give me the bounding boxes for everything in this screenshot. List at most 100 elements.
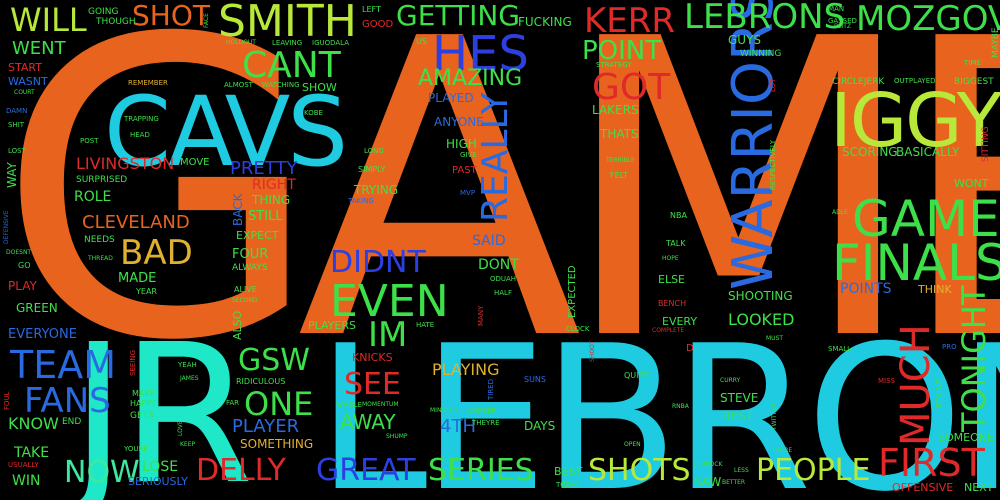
- word-delly: DELLY: [196, 453, 286, 488]
- word-lost: LOST: [8, 147, 26, 155]
- word-career: CAREER: [468, 407, 497, 415]
- word-expect: EXPECT: [236, 229, 279, 242]
- word-got: GOT: [592, 67, 671, 108]
- word-players: PLAYERS: [308, 319, 356, 332]
- word-thats: THATS: [600, 127, 639, 141]
- word-holdout: HOLDOUT: [226, 39, 256, 46]
- word-point: POINT: [582, 36, 662, 66]
- word-one: ONE: [244, 385, 314, 423]
- word-make: MAKE: [132, 389, 155, 398]
- word-hope: HOPE: [662, 255, 679, 262]
- word-maybe: MAYBE: [991, 27, 1000, 58]
- word-lot: LOT: [769, 78, 777, 92]
- word-saw: SAW: [694, 475, 722, 489]
- word-hate: HATE: [416, 321, 435, 329]
- word-james: JAMES: [180, 375, 199, 382]
- word-pretty: PRETTY: [230, 158, 298, 179]
- word-much: MUCH: [893, 324, 939, 446]
- word-tonight: TONIGHT: [955, 285, 993, 432]
- word-year: YEAR: [136, 287, 157, 296]
- word-suns: SUNS: [524, 375, 546, 384]
- word-shooting: SHOOTING: [728, 289, 793, 303]
- word-4th: 4TH: [440, 416, 476, 437]
- word-momentum: MOMENTUM: [362, 401, 399, 408]
- word-points: POINTS: [840, 281, 892, 297]
- word-every: EVERY: [662, 315, 698, 328]
- word-defensive: DEFENSIVE: [3, 210, 10, 244]
- word-gassed: GASSED: [828, 17, 857, 25]
- word-mozgov: MOZGOV: [856, 0, 1000, 39]
- word-see: SEE: [344, 367, 401, 402]
- word-small: SMALL: [828, 345, 852, 353]
- word-bad: BAD: [120, 233, 193, 273]
- word-player: PLAYER: [232, 416, 300, 437]
- word-going: GOING: [88, 7, 119, 17]
- word-shit: SHIT: [8, 121, 25, 129]
- word-respectively: RESPECTIVELY: [769, 139, 777, 190]
- word-still: STILL: [248, 209, 283, 224]
- word-taking: TAKING: [348, 197, 374, 205]
- word-show: SHOW: [302, 81, 337, 94]
- word-gets: GETS: [130, 411, 154, 421]
- word-days: DAYS: [524, 419, 556, 433]
- word-something: SOMETHING: [240, 437, 314, 451]
- word-people: PEOPLE: [756, 453, 871, 488]
- word-sitting: SITTING: [981, 126, 991, 162]
- word-really: REALLY: [475, 92, 516, 222]
- word-livingston: LIVINGSTON: [76, 154, 175, 173]
- word-watching: WATCHING: [262, 81, 300, 89]
- word-leaving: LEAVING: [272, 39, 303, 47]
- word-miss: MISS: [878, 377, 895, 385]
- word-good: GOOD: [362, 19, 394, 30]
- word-wasnt: WASNT: [8, 75, 48, 88]
- word-whole: WHOLE: [336, 401, 363, 409]
- word-seeing: SEEING: [129, 349, 137, 376]
- word-played: PLAYED: [428, 91, 474, 105]
- word-circlejerk: CIRCLEJERK: [832, 77, 885, 87]
- word-looked: LOOKED: [728, 310, 795, 329]
- word-post: POST: [80, 137, 99, 145]
- word-sure: SURE: [776, 447, 793, 454]
- word-wont: WONT: [954, 177, 989, 190]
- word-second: SECOND: [232, 297, 258, 304]
- word-kerr: KERR: [584, 1, 676, 41]
- word-almost: ALMOST: [224, 81, 253, 89]
- word-even: EVEN: [330, 276, 449, 327]
- word-doesnt: DOESNT: [6, 249, 32, 256]
- word-nba: NBA: [670, 211, 687, 220]
- word-ridiculous: RIDICULOUS: [236, 377, 286, 386]
- word-series: SERIES: [428, 453, 534, 488]
- word-seriously: SERIOUSLY: [128, 475, 188, 488]
- word-foul: FOUL: [3, 391, 11, 410]
- word-winning: WINNING: [740, 49, 782, 59]
- word-games: GAMES: [852, 190, 1000, 248]
- word-today: TODAY: [556, 481, 580, 489]
- word-lebrons: LEBRONS: [684, 0, 846, 37]
- word-knicks: KNICKS: [352, 351, 393, 364]
- word-right: RIGHT: [252, 177, 296, 193]
- word-high: HIGH: [446, 137, 477, 151]
- word-team: TEAM: [10, 343, 117, 387]
- word-better: BETTER: [722, 479, 746, 486]
- word-bench: BENCH: [658, 299, 687, 308]
- word-happy: HAPPY: [130, 399, 156, 408]
- word-many: MANY: [477, 305, 485, 326]
- word-round: ROUND: [935, 378, 944, 408]
- word-four: FOUR: [232, 247, 269, 262]
- word-left: LEFT: [362, 5, 381, 14]
- word-gimbock: GIMBOCK: [694, 461, 723, 468]
- word-cant: CANT: [242, 45, 341, 86]
- word-next: NEXT: [964, 481, 994, 494]
- word-thread: THREAD: [88, 255, 113, 262]
- word-curry: CURRY: [720, 377, 741, 384]
- word-offensive: OFFENSIVE: [892, 481, 954, 494]
- word-playing: PLAYING: [432, 360, 500, 379]
- word-everyone: EVERYONE: [8, 327, 77, 342]
- word-basically: BASICALLY: [896, 145, 960, 159]
- word-scoring: SCORING: [842, 145, 898, 159]
- word-someone: SOMEONE: [938, 431, 994, 444]
- word-thing: THING: [252, 193, 291, 207]
- word-said: SAID: [472, 233, 506, 249]
- word-needs: NEEDS: [84, 235, 115, 245]
